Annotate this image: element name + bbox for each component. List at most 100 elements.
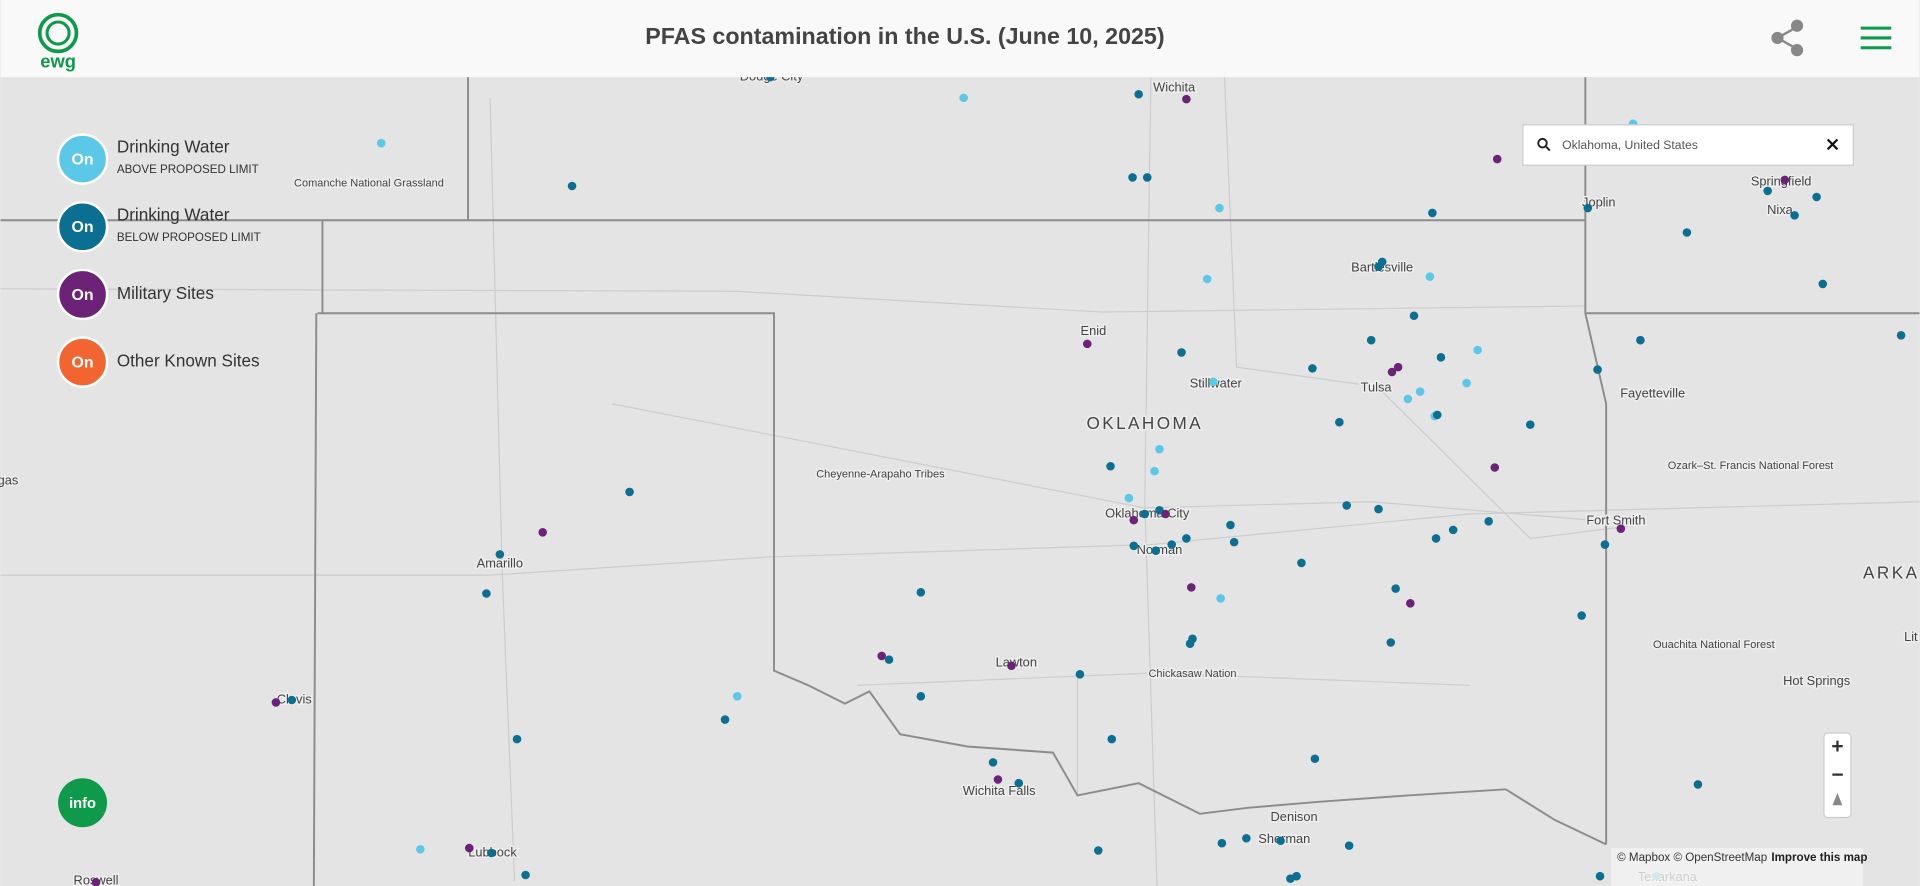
share-button[interactable] <box>1771 19 1804 57</box>
site-marker[interactable] <box>1431 534 1441 543</box>
site-marker[interactable] <box>1335 417 1344 427</box>
site-marker[interactable] <box>1432 410 1442 420</box>
legend-item[interactable]: On Drinking Water BELOW PROPOSED LIMIT <box>56 201 261 253</box>
site-marker[interactable] <box>1161 509 1170 519</box>
legend-toggle[interactable] <box>56 336 109 388</box>
site-marker[interactable] <box>877 651 886 661</box>
site-marker[interactable] <box>91 878 101 886</box>
site-marker[interactable] <box>482 589 491 598</box>
search-box[interactable]: Oklahoma, United States <box>1522 124 1854 166</box>
site-marker[interactable] <box>1014 778 1024 788</box>
site-marker[interactable] <box>1436 353 1446 362</box>
site-marker[interactable] <box>625 487 634 497</box>
site-marker[interactable] <box>1415 387 1425 396</box>
site-marker[interactable] <box>512 734 522 744</box>
site-marker[interactable] <box>993 775 1003 784</box>
site-marker[interactable] <box>287 695 297 705</box>
site-marker[interactable] <box>1682 228 1692 237</box>
site-marker[interactable] <box>1226 520 1235 530</box>
site-marker[interactable] <box>1406 599 1415 608</box>
search-clear[interactable] <box>1826 138 1839 151</box>
site-marker[interactable] <box>1374 262 1383 272</box>
site-marker[interactable] <box>1525 420 1535 429</box>
site-marker[interactable] <box>1167 540 1176 549</box>
attribution-mapbox[interactable]: © Mapbox <box>1617 851 1670 864</box>
site-marker[interactable] <box>1386 638 1396 647</box>
site-marker[interactable] <box>1342 501 1351 510</box>
site-marker[interactable] <box>1124 493 1134 503</box>
site-marker[interactable] <box>1134 89 1143 99</box>
site-marker[interactable] <box>1140 509 1150 519</box>
legend-toggle[interactable] <box>56 201 109 253</box>
attribution-osm[interactable]: © OpenStreetMap <box>1673 851 1767 864</box>
site-marker[interactable] <box>538 528 547 537</box>
site-marker[interactable] <box>884 655 894 664</box>
site-marker[interactable] <box>1229 537 1239 547</box>
site-marker[interactable] <box>959 93 968 103</box>
site-marker[interactable] <box>1462 378 1471 388</box>
compass[interactable] <box>1832 792 1843 806</box>
site-marker[interactable] <box>988 758 998 767</box>
site-marker[interactable] <box>1780 175 1790 185</box>
site-marker[interactable] <box>1007 661 1016 671</box>
site-marker[interactable] <box>1177 348 1186 357</box>
site-marker[interactable] <box>1428 208 1437 218</box>
site-marker[interactable] <box>567 181 577 191</box>
site-marker[interactable] <box>1812 192 1821 202</box>
site-marker[interactable] <box>1595 871 1605 881</box>
menu-button[interactable] <box>1860 26 1892 50</box>
site-marker[interactable] <box>1448 525 1458 535</box>
site-marker[interactable] <box>1216 594 1225 603</box>
site-marker[interactable] <box>1182 94 1191 104</box>
site-marker[interactable] <box>1155 444 1164 454</box>
site-marker[interactable] <box>464 843 474 853</box>
site-marker[interactable] <box>1310 754 1320 764</box>
site-marker[interactable] <box>1209 377 1218 387</box>
site-marker[interactable] <box>1292 871 1301 881</box>
site-marker[interactable] <box>1391 584 1400 593</box>
site-marker[interactable] <box>1896 331 1906 340</box>
zoom-in[interactable]: + <box>1831 735 1843 758</box>
site-marker[interactable] <box>1636 335 1645 345</box>
site-marker[interactable] <box>1790 211 1799 220</box>
zoom-out[interactable]: − <box>1831 763 1843 786</box>
site-marker[interactable] <box>376 138 386 148</box>
site-marker[interactable] <box>271 698 281 707</box>
site-marker[interactable] <box>1128 173 1137 182</box>
site-marker[interactable] <box>916 588 926 597</box>
attribution-improve[interactable]: Improve this map <box>1771 851 1867 864</box>
site-marker[interactable] <box>1387 367 1397 377</box>
site-marker[interactable] <box>1151 546 1161 555</box>
site-marker[interactable] <box>1202 274 1212 284</box>
site-marker[interactable] <box>495 550 505 559</box>
site-marker[interactable] <box>1490 463 1500 472</box>
site-marker[interactable] <box>1492 154 1502 164</box>
site-marker[interactable] <box>521 870 530 880</box>
legend-item[interactable]: On Other Known Sites <box>56 336 260 388</box>
legend-item[interactable]: On Military Sites <box>56 268 214 321</box>
site-marker[interactable] <box>1374 504 1383 514</box>
site-marker[interactable] <box>1082 339 1092 349</box>
legend-item[interactable]: On Drinking Water ABOVE PROPOSED LIMIT <box>56 133 259 185</box>
site-marker[interactable] <box>1129 515 1139 525</box>
site-marker[interactable] <box>1366 335 1376 345</box>
site-marker[interactable] <box>1577 611 1586 620</box>
site-marker[interactable] <box>1276 836 1285 846</box>
site-marker[interactable] <box>1075 670 1085 679</box>
site-marker[interactable] <box>1593 365 1602 374</box>
site-marker[interactable] <box>1182 534 1191 543</box>
site-marker[interactable] <box>1425 272 1435 281</box>
site-marker[interactable] <box>1393 362 1403 372</box>
site-marker[interactable] <box>1616 524 1626 533</box>
site-marker[interactable] <box>1693 780 1703 789</box>
site-marker[interactable] <box>1484 517 1493 526</box>
site-marker[interactable] <box>1217 838 1227 848</box>
site-marker[interactable] <box>1150 466 1159 476</box>
site-marker[interactable] <box>1107 734 1117 744</box>
legend-toggle[interactable] <box>56 268 109 321</box>
site-marker[interactable] <box>1094 846 1103 855</box>
site-marker[interactable] <box>1473 345 1482 355</box>
site-marker[interactable] <box>1600 540 1610 549</box>
site-marker[interactable] <box>1308 364 1317 373</box>
site-marker[interactable] <box>1297 558 1306 568</box>
